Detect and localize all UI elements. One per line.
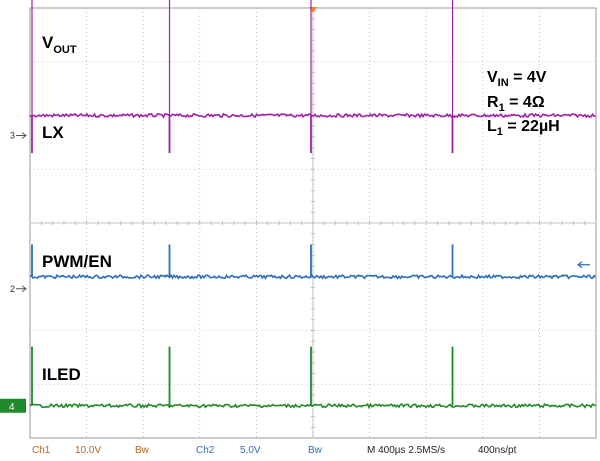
condition-vin: VIN = 4V xyxy=(487,69,547,89)
status-item: Ch1 xyxy=(32,445,51,456)
status-item: 5.0V xyxy=(240,445,261,456)
trace-pwm-en xyxy=(29,273,597,280)
channel-2-marker-label: 2 xyxy=(10,284,15,294)
trace-group xyxy=(29,0,597,410)
iled-label: ILED xyxy=(42,365,81,384)
trace-lx xyxy=(29,112,596,119)
condition-r1: R1 = 4Ω xyxy=(487,94,545,114)
arrow-right-icon xyxy=(16,285,27,293)
test-conditions: VIN = 4V R1 = 4Ω L1 = 22µH xyxy=(487,69,560,138)
status-item: 10.0V xyxy=(75,445,101,456)
condition-l1: L1 = 22µH xyxy=(487,118,560,138)
vout-label: VOUT xyxy=(42,33,77,56)
trace-iled xyxy=(29,402,596,410)
channel-marker-group: 3 2 4 xyxy=(0,131,590,413)
channel-4-marker xyxy=(0,398,26,413)
graticule xyxy=(29,7,597,439)
status-item: Ch2 xyxy=(196,445,215,456)
pwm-en-label: PWM/EN xyxy=(42,252,112,271)
status-item: Bw xyxy=(308,445,323,456)
status-bar: Ch1 10.0V Bw Ch2 5.0V Bw M 400µs 2.5MS/s 400ns/… xyxy=(32,445,517,456)
status-item: M 400µs 2.5MS/s xyxy=(367,445,445,456)
arrow-left-icon xyxy=(577,261,590,269)
arrow-right-icon xyxy=(16,132,27,139)
status-item: 400ns/pt xyxy=(478,445,517,456)
lx-label: LX xyxy=(42,123,64,142)
channel-3-marker-label: 3 xyxy=(10,131,15,141)
channel-4-marker-label: 4 xyxy=(9,402,15,413)
status-item: Bw xyxy=(135,445,150,456)
